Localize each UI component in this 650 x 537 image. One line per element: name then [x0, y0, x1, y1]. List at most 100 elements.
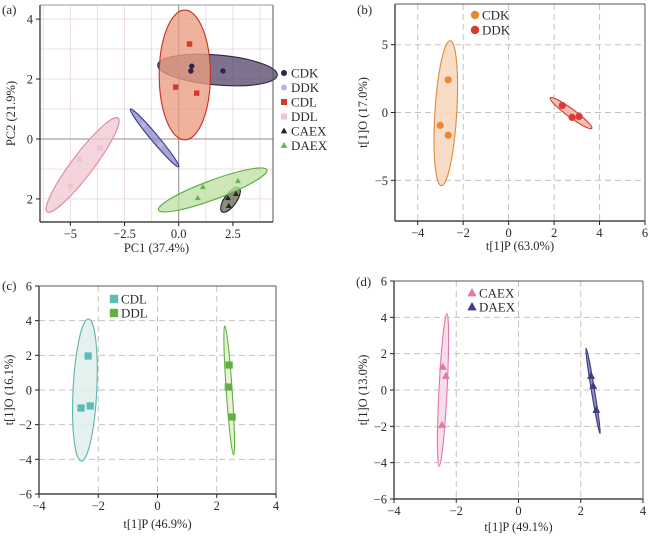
x-tick-label: 2.5: [225, 227, 241, 241]
legend-marker: [280, 141, 288, 148]
legend-marker: [467, 288, 477, 297]
data-point: [194, 90, 200, 96]
legend-item-cdl: CDL: [281, 95, 317, 110]
series-ddl: [224, 361, 236, 421]
x-tick-label: −2: [92, 499, 105, 513]
x-tick-label: 4: [640, 504, 647, 518]
data-point: [234, 177, 241, 184]
x-tick-label: 0.0: [171, 227, 187, 241]
data-point: [199, 183, 206, 190]
legend-item-ddk: DDK: [470, 23, 511, 38]
legend-marker: [467, 302, 477, 311]
legend-label: CDK: [291, 66, 319, 81]
data-point: [232, 190, 239, 196]
data-point: [220, 68, 226, 74]
x-tick-label: −4: [32, 499, 46, 513]
legend-marker: [280, 127, 288, 134]
y-tick-label: 0: [382, 106, 388, 120]
x-tick-label: 2: [551, 226, 557, 240]
data-point: [224, 194, 231, 201]
data-point: [225, 202, 232, 208]
data-point: [224, 383, 232, 391]
confidence-ellipse-cdl: [72, 318, 98, 462]
data-point: [67, 183, 74, 189]
data-point: [444, 76, 452, 84]
data-point: [140, 122, 147, 128]
x-tick-label: −4: [387, 504, 401, 518]
x-axis-label: t[1]P (63.0%): [486, 239, 554, 253]
grid: [394, 281, 643, 499]
y-tick-label: 0: [27, 132, 33, 146]
y-tick-label: 6: [26, 280, 32, 294]
legend-item-caex: CAEX: [467, 286, 515, 301]
x-tick-label: −5: [64, 227, 77, 241]
legend-item-cdk: CDK: [281, 66, 319, 81]
legend-item-ddl: DDL: [109, 306, 148, 321]
y-tick-label: −2: [374, 420, 387, 434]
confidence-ellipse-ddl: [45, 116, 120, 213]
data-point: [158, 142, 164, 148]
legend-item-caex: CAEX: [280, 124, 327, 139]
data-point: [575, 112, 583, 121]
x-tick-label: 2: [214, 499, 220, 513]
x-tick-label: 0: [506, 226, 512, 240]
x-tick-label: 0: [154, 499, 160, 513]
x-axis-label: t[1]P (46.9%): [123, 517, 191, 531]
data-point: [442, 371, 450, 379]
confidence-ellipse-cdk: [433, 40, 459, 187]
panel-label: (b): [357, 2, 372, 17]
y-tick-label: 0: [381, 384, 387, 398]
y-tick-label: 5: [382, 38, 388, 52]
series-cdl: [172, 41, 200, 96]
x-tick-label: −2: [450, 504, 463, 518]
y-tick-label: 2: [27, 73, 33, 87]
series-caex: [437, 362, 450, 428]
data-point: [186, 41, 193, 47]
legend-label: CAEX: [291, 124, 327, 139]
legend-item-ddl: DDL: [281, 109, 318, 124]
x-tick-label: −4: [411, 226, 425, 240]
x-tick-label: −2: [457, 226, 470, 240]
legend-label: DAEX: [479, 300, 516, 315]
x-tick-label: 4: [273, 499, 280, 513]
legend-label: CDK: [482, 8, 510, 23]
panel-a: −5 −2.5 0.0 2.5 4 2 0 2 PC1 (37.4%) PC2 (21.9%) (a…: [2, 2, 328, 255]
legend-label: CAEX: [479, 286, 515, 301]
confidence-ellipse-cdl: [158, 9, 211, 141]
legend-marker: [281, 70, 287, 76]
y-tick-label: −2: [19, 418, 32, 432]
data-point: [592, 405, 601, 413]
y-tick-label: −4: [19, 453, 33, 467]
series-ddl: [67, 145, 104, 189]
y-tick-label: 2: [27, 192, 33, 206]
legend-label: DAEX: [291, 138, 328, 153]
data-point: [188, 68, 194, 74]
y-tick-label: 0: [26, 384, 32, 398]
legend-label: CDL: [121, 292, 147, 307]
x-tick-label: −2.5: [113, 227, 136, 241]
data-point: [86, 402, 94, 410]
legend-item-daex: DAEX: [467, 300, 516, 315]
legend-label: DDK: [291, 80, 320, 95]
data-point: [228, 413, 236, 421]
legend-marker: [470, 10, 480, 20]
panel-b: −4 −2 0 2 4 6 5 0 −5 t[1]P (63.0%) t[1]O (17.0%) (b…: [356, 2, 648, 253]
legend-item-ddk: DDK: [281, 80, 320, 95]
series-cdl: [77, 352, 94, 412]
y-tick-label: 2: [381, 347, 387, 361]
y-tick-label: 4: [381, 311, 388, 325]
legend-marker: [281, 84, 287, 91]
legend-marker: [281, 113, 287, 120]
legend-item-cdl: CDL: [109, 292, 147, 307]
x-tick-label: 0: [515, 504, 521, 518]
series-ddk: [558, 101, 583, 121]
data-point: [436, 121, 444, 129]
data-point: [568, 113, 576, 121]
y-tick-label: 6: [381, 275, 387, 289]
series-daex: [587, 371, 601, 413]
